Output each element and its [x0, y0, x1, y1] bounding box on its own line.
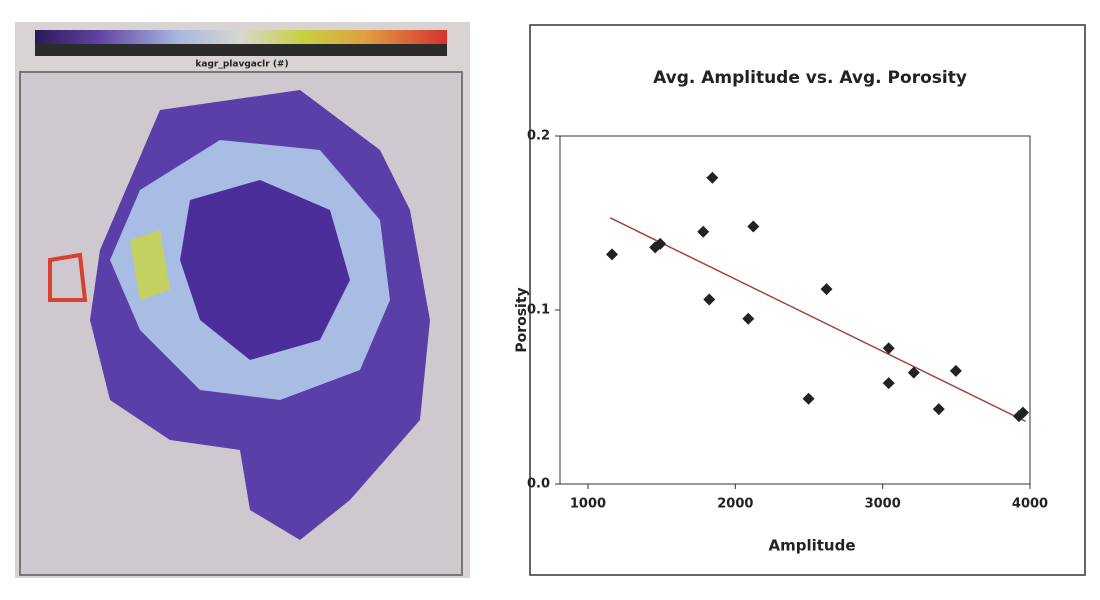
y-tick-label: 0.0	[527, 477, 550, 492]
plot: 1000 2000 3000 4000 0.0 0.1 0.2	[527, 129, 1048, 512]
map-core	[180, 180, 350, 360]
x-tick-label: 1000	[570, 497, 606, 512]
point	[606, 248, 619, 261]
map-label: kagr_plavgaclr (#)	[195, 60, 288, 70]
chart-title: Avg. Amplitude vs. Avg. Porosity	[653, 68, 967, 88]
colorbar-base	[35, 44, 447, 56]
point	[706, 171, 719, 184]
y-tick-label: 0.1	[527, 303, 550, 318]
x-axis-label: Amplitude	[768, 537, 855, 555]
point	[802, 392, 815, 405]
x-tick-label: 2000	[717, 497, 753, 512]
x-tick-label: 4000	[1012, 497, 1048, 512]
point	[907, 366, 920, 379]
point	[747, 220, 760, 233]
point	[882, 342, 895, 355]
y-tick-label: 0.2	[527, 129, 550, 144]
x-tick-label: 3000	[865, 497, 901, 512]
point	[820, 283, 833, 296]
point	[949, 364, 962, 377]
y-axis-label: Porosity	[514, 287, 530, 352]
colorbar	[35, 30, 447, 44]
map-red-patch	[48, 252, 88, 302]
map-panel: kagr_plavgaclr (#)	[15, 22, 470, 578]
point	[1016, 406, 1029, 419]
point	[703, 293, 716, 306]
point	[932, 403, 945, 416]
point	[654, 237, 667, 250]
map-bright-patch	[130, 230, 170, 300]
point	[742, 312, 755, 325]
chart-frame	[529, 24, 1086, 576]
point	[882, 377, 895, 390]
point	[697, 225, 710, 238]
trend-line	[609, 217, 1026, 423]
